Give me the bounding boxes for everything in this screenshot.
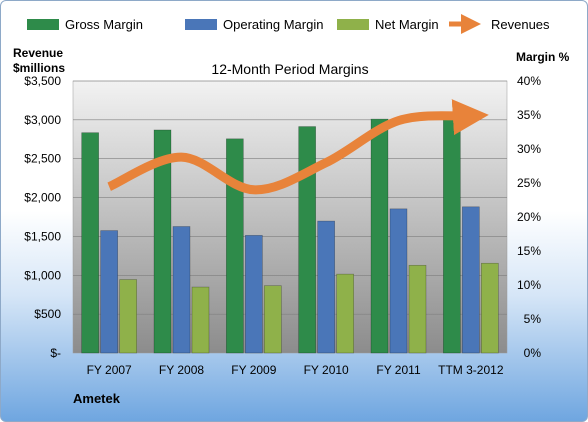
category-label: FY 2010: [304, 363, 349, 377]
left-tick-label: $500: [34, 307, 61, 321]
bar-operating-margin: [245, 235, 263, 354]
bar-operating-margin: [317, 220, 335, 354]
legend-label-net-margin: Net Margin: [375, 17, 439, 32]
right-tick-label: 35%: [517, 108, 541, 122]
category-label: FY 2007: [87, 363, 132, 377]
right-tick-label: 15%: [517, 244, 541, 258]
category-label: FY 2009: [231, 363, 276, 377]
bar-net-margin: [119, 279, 137, 354]
left-axis-title-line1: Revenue: [13, 46, 63, 60]
plot-area: [72, 80, 508, 354]
bar-gross-margin: [81, 132, 99, 354]
bar-operating-margin: [100, 230, 118, 354]
bar-gross-margin: [226, 138, 244, 354]
left-tick-label: $1,000: [24, 268, 61, 282]
right-axis: 0% 5% 10% 15% 20% 25% 30% 35% 40%: [517, 74, 541, 360]
bar-gross-margin: [370, 118, 389, 354]
left-tick-label: $-: [50, 346, 61, 360]
bar-gross-margin: [443, 114, 461, 354]
bar-operating-margin: [462, 206, 480, 354]
left-tick-label: $2,500: [24, 152, 61, 166]
legend-swatch-net-margin: [337, 19, 369, 30]
category-axis: FY 2007 FY 2008 FY 2009 FY 2010 FY 2011 TTM 3…: [87, 363, 504, 377]
bars: [81, 114, 499, 354]
left-tick-label: $3,500: [24, 74, 61, 88]
left-tick-label: $3,000: [24, 113, 61, 127]
revenue-line-group: [107, 99, 489, 195]
right-axis-title: Margin %: [516, 50, 570, 64]
company-name: Ametek: [73, 391, 121, 406]
right-tick-label: 0%: [524, 346, 542, 360]
right-tick-label: 10%: [517, 278, 541, 292]
legend-label-operating-margin: Operating Margin: [223, 17, 323, 32]
chart-title: 12-Month Period Margins: [211, 61, 368, 77]
gridlines: [73, 80, 507, 315]
left-tick-label: $2,000: [24, 191, 61, 205]
bar-operating-margin: [172, 226, 191, 354]
bar-gross-margin: [153, 129, 172, 354]
left-axis: $- $500 $1,000 $1,500 $2,000 $2,500 $3,000 $3,5…: [24, 74, 61, 360]
legend-label-gross-margin: Gross Margin: [65, 17, 143, 32]
left-tick-label: $1,500: [24, 229, 61, 243]
bar-net-margin: [408, 264, 427, 354]
revenue-line: [107, 99, 489, 195]
category-label: FY 2011: [376, 363, 421, 377]
left-axis-title-line2: $millions: [13, 61, 65, 75]
right-tick-label: 5%: [524, 312, 542, 326]
legend-label-revenues: Revenues: [491, 17, 550, 32]
category-label: TTM 3-2012: [438, 363, 504, 377]
bar-operating-margin: [389, 208, 408, 354]
bar-net-margin: [191, 286, 210, 354]
legend-swatch-gross-margin: [27, 19, 59, 30]
right-tick-label: 40%: [517, 74, 541, 88]
bar-gross-margin: [298, 126, 316, 354]
legend: Gross Margin Operating Margin Net Margin…: [27, 14, 550, 34]
right-tick-label: 25%: [517, 176, 541, 190]
category-label: FY 2008: [159, 363, 204, 377]
legend-swatch-operating-margin: [185, 19, 217, 30]
bar-net-margin: [481, 262, 499, 354]
right-tick-label: 30%: [517, 142, 541, 156]
bar-net-margin: [336, 273, 354, 354]
right-tick-label: 20%: [517, 210, 541, 224]
bar-net-margin: [264, 285, 282, 354]
